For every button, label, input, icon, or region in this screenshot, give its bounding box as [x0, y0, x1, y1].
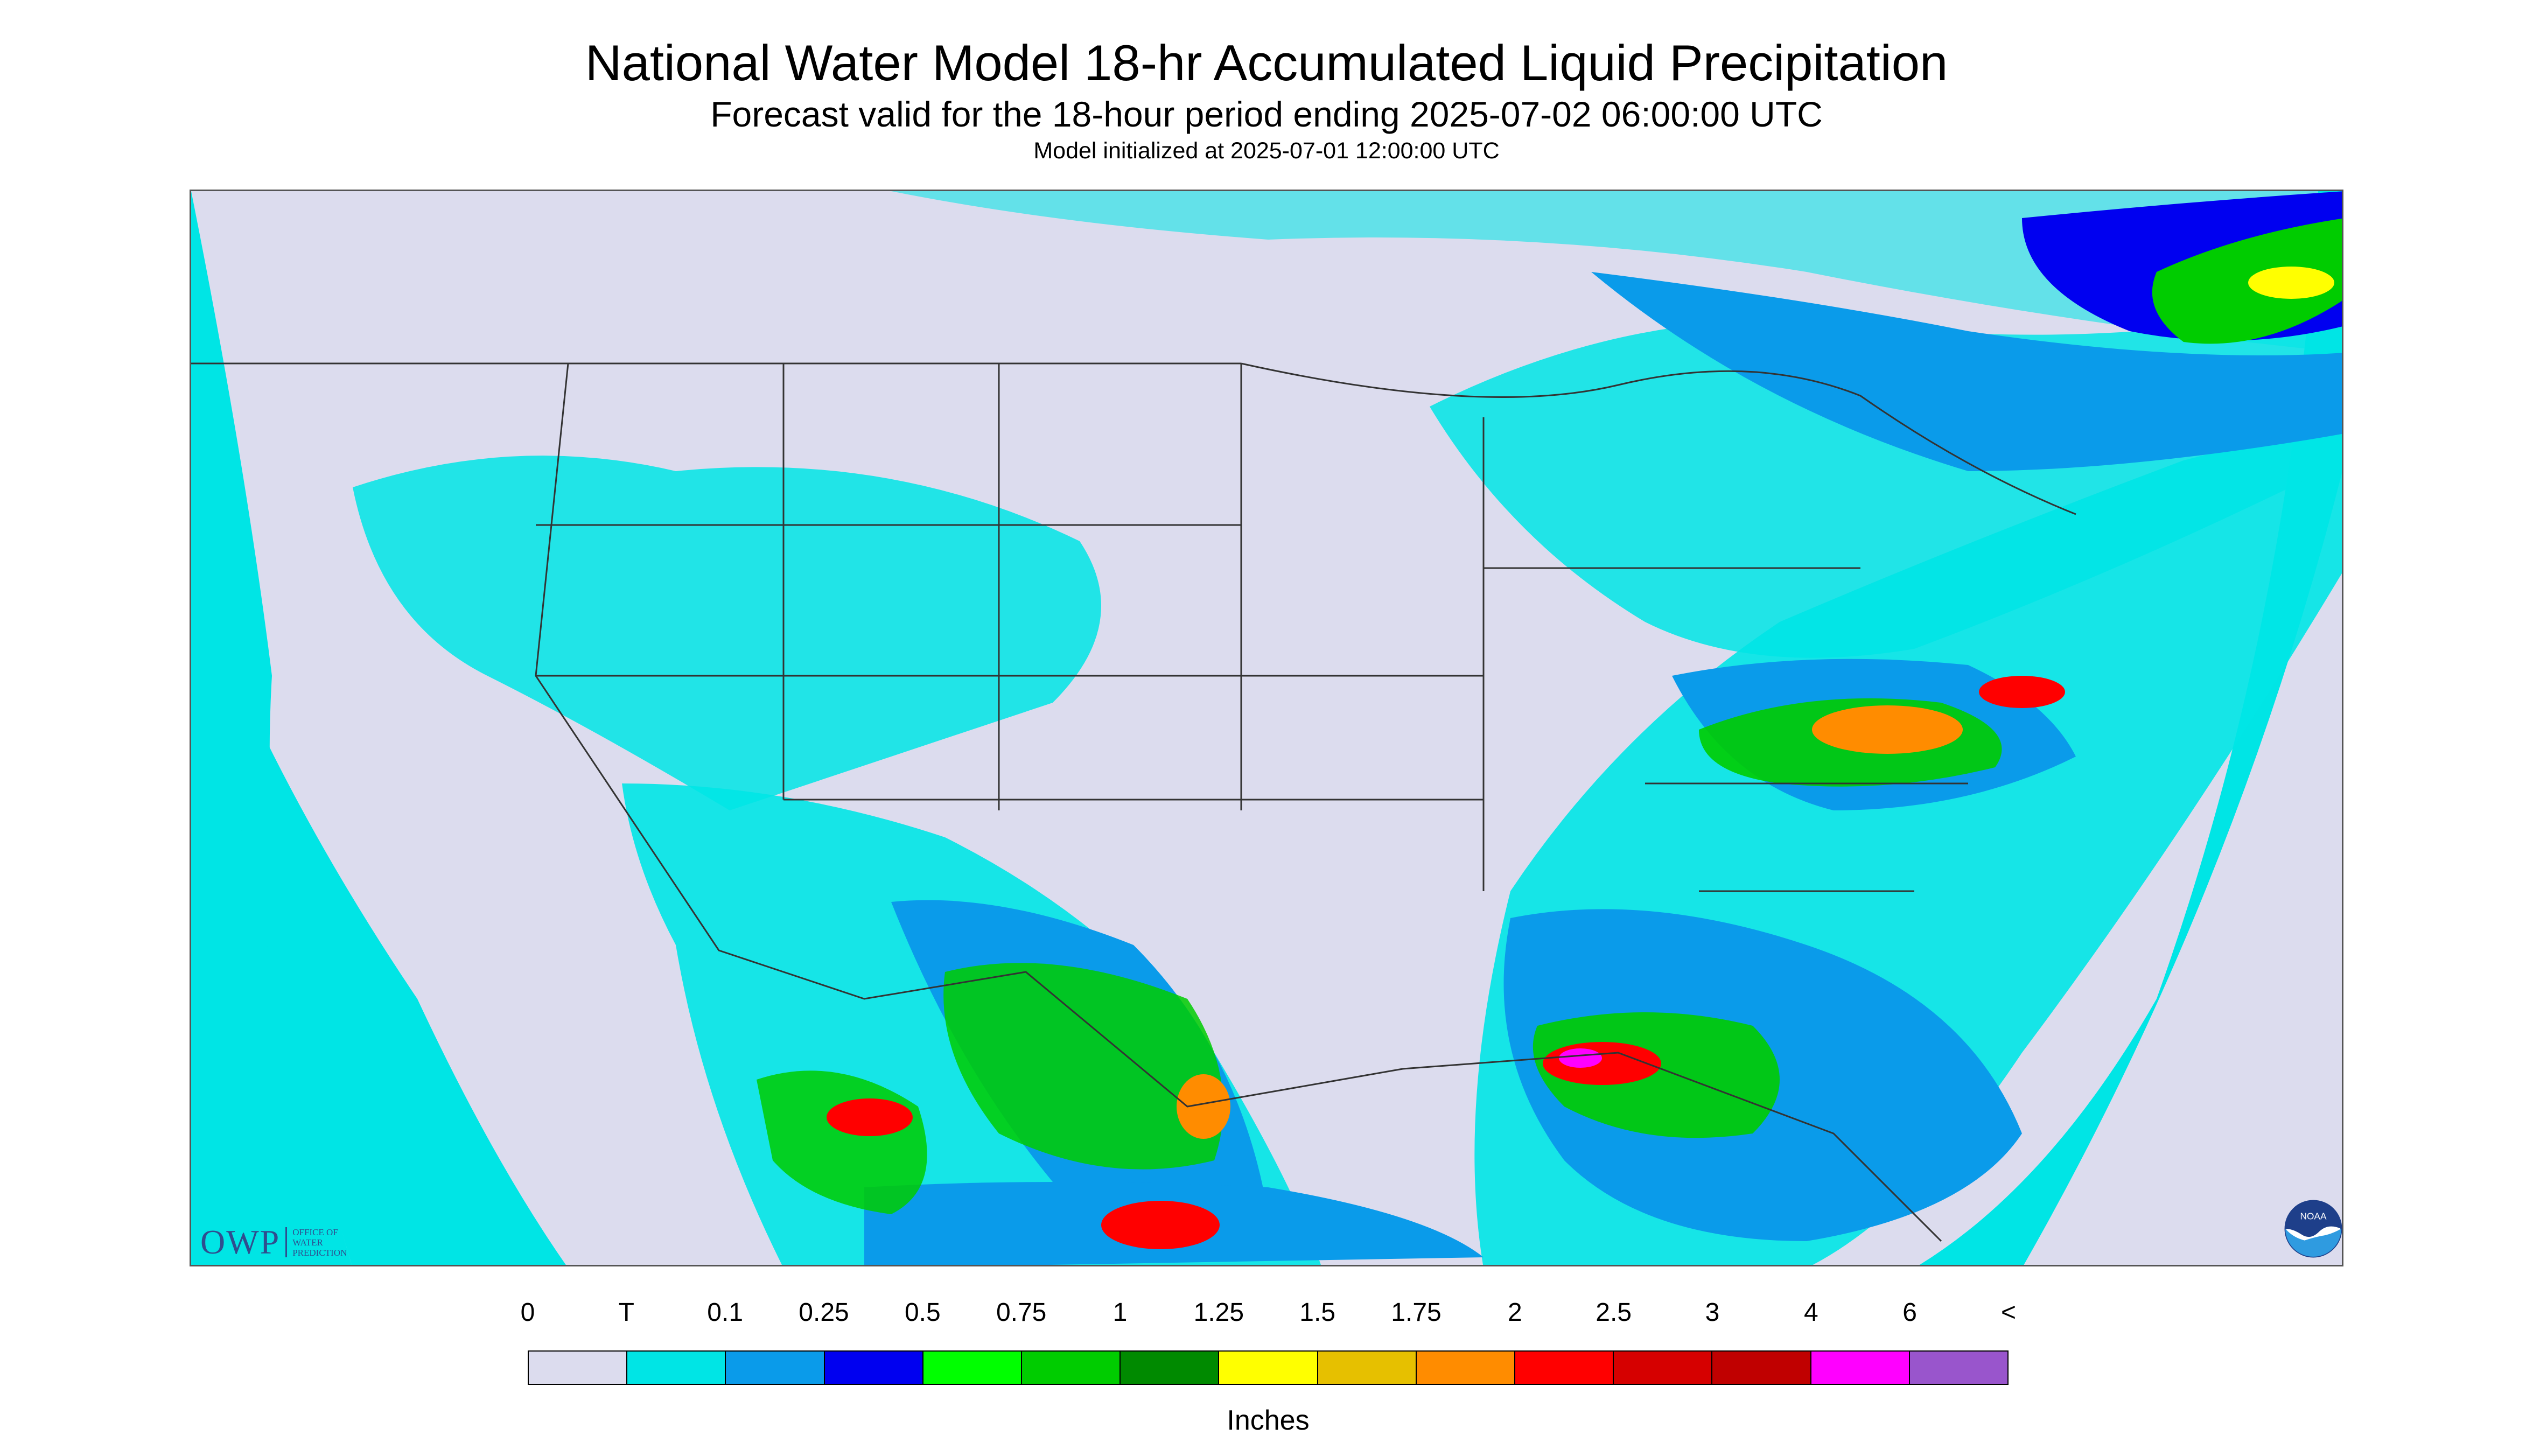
owp-logo-subtitle: OFFICE OF WATER PREDICTION [292, 1227, 347, 1258]
model-init-note: Model initialized at 2025-07-01 12:00:00… [1033, 138, 1500, 164]
heavy-core-va [1979, 676, 2065, 708]
legend-label: 1 [1112, 1298, 1128, 1327]
map-canvas [191, 191, 2342, 1265]
legend-label: 0.25 [799, 1298, 849, 1327]
legend-swatch [1712, 1352, 1811, 1384]
legend-label: < [2000, 1298, 2017, 1327]
legend-swatch [1318, 1352, 1417, 1384]
trace-domain-pacific [191, 568, 566, 1265]
legend-swatch [726, 1352, 825, 1384]
noaa-logo-text: NOAA [2300, 1211, 2327, 1222]
legend-label: 0.1 [707, 1298, 744, 1327]
extreme-core-la [1559, 1048, 1602, 1068]
owp-logo: OWP OFFICE OF WATER PREDICTION [200, 1223, 347, 1261]
legend-label: 0.5 [904, 1298, 941, 1327]
trace-northern-band [191, 191, 2342, 353]
legend-unit: Inches [1227, 1405, 1310, 1436]
heavy-core-canada [2248, 267, 2334, 299]
legend-label: 1.5 [1299, 1298, 1336, 1327]
heavy-core-tx-coast [1177, 1074, 1230, 1139]
legend-swatch [1416, 1352, 1516, 1384]
legend-swatch [1811, 1352, 1910, 1384]
legend-label: 4 [1803, 1298, 1818, 1327]
legend-label: 0 [520, 1298, 535, 1327]
legend-swatch [1121, 1352, 1220, 1384]
heavy-core-nc [1812, 705, 1963, 754]
trace-domain-east [1919, 191, 2342, 1265]
owp-line-1: OFFICE OF [292, 1227, 338, 1237]
map-title: National Water Model 18-hr Accumulated L… [585, 34, 1948, 91]
trace-domain-west [191, 191, 352, 1265]
political-borders [191, 362, 2076, 1242]
noaa-logo: NOAA [2284, 1200, 2342, 1258]
legend-label: T [618, 1298, 634, 1327]
color-legend: 0 T 0.1 0.25 0.5 0.75 1 1.25 1.5 1.75 2 2.5 3 4 6 < Inc… [521, 1298, 2016, 1438]
owp-line-2: WATER [292, 1237, 323, 1248]
legend-label: 2 [1507, 1298, 1522, 1327]
legend-swatch [627, 1352, 726, 1384]
legend-swatch [1909, 1352, 2008, 1384]
heavy-core-texas [827, 1098, 913, 1136]
owp-line-3: PREDICTION [292, 1247, 347, 1258]
legend-label: 2.5 [1596, 1298, 1632, 1327]
light-northeast [1591, 272, 2342, 471]
owp-logo-divider [285, 1227, 288, 1257]
legend-swatch [923, 1352, 1023, 1384]
legend-swatch [1022, 1352, 1121, 1384]
green-texas [943, 963, 1223, 1170]
legend-swatch [1614, 1352, 1713, 1384]
precipitation-map [190, 190, 2343, 1266]
heavy-core-la [1543, 1042, 1661, 1085]
heavy-core-mx [1101, 1201, 1220, 1249]
legend-label: 3 [1705, 1298, 1720, 1327]
legend-labels: 0 T 0.1 0.25 0.5 0.75 1 1.25 1.5 1.75 2 2.5 3 4 6 < [521, 1298, 2016, 1330]
trace-west-interior [353, 456, 1101, 810]
legend-swatch [1515, 1352, 1614, 1384]
legend-swatch [1219, 1352, 1318, 1384]
green-canada-east [2152, 218, 2342, 344]
legend-label: 6 [1902, 1298, 1918, 1327]
legend-label: 1.25 [1193, 1298, 1244, 1327]
legend-color-bar [528, 1350, 2009, 1385]
owp-logo-text: OWP [200, 1223, 281, 1261]
map-subtitle: Forecast valid for the 18-hour period en… [710, 94, 1823, 134]
legend-label: 0.75 [996, 1298, 1047, 1327]
legend-label: 1.75 [1391, 1298, 1442, 1327]
legend-swatch [824, 1352, 923, 1384]
legend-swatch [529, 1352, 628, 1384]
